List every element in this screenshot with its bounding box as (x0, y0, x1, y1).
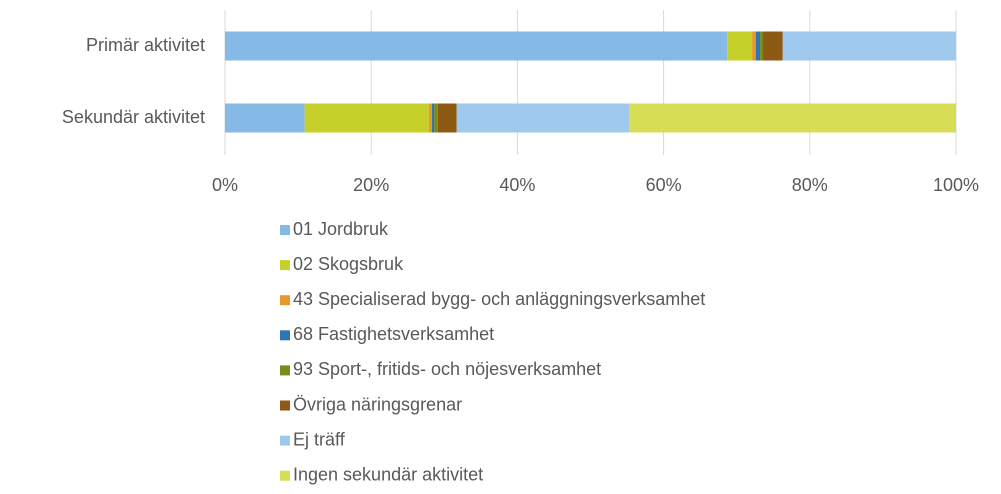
bar-segment (225, 31, 728, 61)
y-tick-label: Primär aktivitet (86, 35, 205, 55)
bar-segment (304, 103, 429, 133)
legend-swatch (280, 330, 290, 341)
bar-segment (629, 103, 956, 133)
legend-label: 68 Fastighetsverksamhet (293, 324, 494, 344)
bar-segment (755, 31, 761, 61)
legend-swatch (280, 365, 290, 376)
x-tick-label: 20% (353, 175, 389, 195)
legend-label: 93 Sport-, fritids- och nöjesverksamhet (293, 359, 601, 379)
bar-segment (434, 103, 438, 133)
legend-label: Ingen sekundär aktivitet (293, 464, 483, 484)
bar-segment (456, 103, 630, 133)
legend-swatch (280, 435, 290, 446)
bar-segment (727, 31, 753, 61)
bar-segment (431, 103, 435, 133)
legend-swatch (280, 225, 290, 235)
bar-segment (428, 103, 432, 133)
x-tick-label: 60% (646, 175, 682, 195)
legend-label: 02 Skogsbruk (293, 254, 404, 274)
bar-segment (782, 31, 956, 61)
bar-segment (760, 31, 764, 61)
legend-label: Övriga näringsgrenar (293, 394, 462, 414)
x-tick-label: 100% (933, 175, 979, 195)
bar-segment (763, 31, 783, 61)
bar-segment (437, 103, 457, 133)
legend-label: 01 Jordbruk (293, 219, 389, 239)
bar-segment (225, 103, 305, 133)
bar-segment (752, 31, 756, 61)
x-tick-label: 80% (792, 175, 828, 195)
x-tick-label: 0% (212, 175, 238, 195)
legend-swatch (280, 260, 290, 271)
legend-swatch (280, 295, 290, 306)
legend-label: 43 Specialiserad bygg- och anläggningsve… (293, 289, 705, 309)
legend-swatch (280, 470, 290, 481)
legend-swatch (280, 400, 290, 411)
x-tick-label: 40% (499, 175, 535, 195)
y-tick-label: Sekundär aktivitet (62, 107, 205, 127)
legend-label: Ej träff (293, 429, 346, 449)
